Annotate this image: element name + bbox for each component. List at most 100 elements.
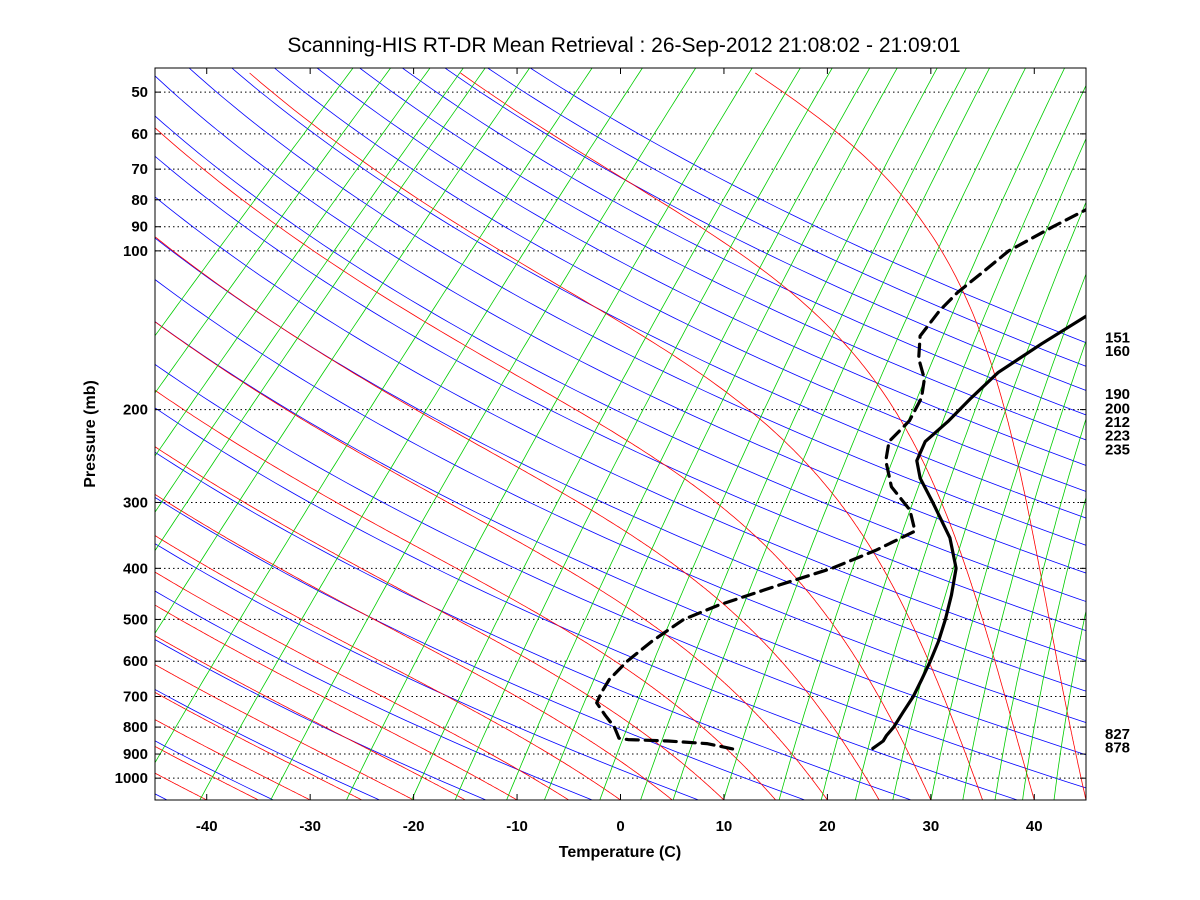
moist-adiabat-line [155, 535, 621, 800]
mixing-ratio-line [155, 68, 486, 552]
y-tick-label: 1000 [115, 770, 148, 787]
x-tick-label: 10 [716, 818, 733, 835]
y-tick-label: 90 [131, 219, 148, 236]
moist-adiabat-line [155, 604, 518, 800]
right-level-label: 190 [1105, 386, 1130, 403]
y-axis: 50 60 70 80 90 100 200 300 400 500 600 700 800 900 100… [115, 84, 1086, 787]
dry-adiabat-line [155, 639, 487, 800]
y-tick-label: 600 [123, 653, 148, 670]
dry-adiabat-line [188, 68, 1086, 546]
dry-adiabat-line [444, 68, 1086, 391]
moist-adiabat-line [155, 493, 673, 800]
moist-adiabat-line [460, 72, 1035, 800]
dry-adiabat-line [231, 68, 1086, 519]
x-tick-label: 30 [922, 818, 939, 835]
dry-adiabat-line [316, 68, 1086, 466]
mixing-ratio-line [155, 68, 530, 634]
y-tick-label: 100 [123, 243, 148, 260]
mixing-ratio-line [855, 137, 1086, 800]
x-tick-label: -30 [299, 818, 321, 835]
dry-adiabat-line [155, 407, 1018, 800]
moist-adiabat-line [155, 446, 725, 800]
moist-adiabat-line [155, 236, 880, 800]
y-tick-label: 60 [131, 126, 148, 143]
dry-adiabat-line [359, 68, 1086, 441]
right-level-label: 212 [1105, 414, 1130, 431]
moist-adiabat-line [155, 127, 932, 800]
dry-adiabat-line [155, 155, 1086, 632]
dry-adiabat-line [155, 543, 699, 800]
mixing-ratio-line [270, 68, 697, 800]
y-tick-label: 400 [123, 560, 148, 577]
y-tick-label: 50 [131, 84, 148, 101]
mixing-ratio-line [155, 68, 431, 457]
mixing-ratio-line [155, 68, 354, 337]
x-axis-label: Temperature (C) [559, 844, 681, 861]
mixing-ratio-line [962, 339, 1086, 800]
dry-adiabat-line [155, 237, 1086, 692]
y-tick-label: 500 [123, 611, 148, 628]
x-tick-label: 40 [1026, 818, 1043, 835]
y-axis-label: Pressure (mb) [82, 380, 99, 488]
dry-adiabat-line [155, 321, 1086, 756]
moist-adiabat-line [155, 635, 466, 800]
profiles [595, 207, 1086, 751]
x-axis: -40 -30 -20 -10 0 10 20 30 40 [196, 68, 1043, 835]
dewpoint-profile-line [595, 207, 1086, 751]
right-level-label: 200 [1105, 400, 1130, 417]
right-level-label: 223 [1105, 428, 1130, 445]
moist-adiabat-line [155, 746, 259, 800]
moist-adiabat-line [755, 72, 1086, 800]
dry-adiabat-line [0, 68, 61, 800]
mixing-ratio-line [994, 417, 1086, 800]
moist-adiabat-line [155, 691, 363, 800]
mixing-ratio-line [155, 68, 464, 513]
mixing-ratio-line [820, 84, 1086, 800]
dry-adiabat-line [155, 279, 1086, 723]
dry-adiabat-line [155, 115, 1086, 602]
mixing-ratio-line [506, 68, 871, 800]
right-level-label: 827 [1105, 726, 1130, 743]
mixing-ratio-line [454, 68, 833, 800]
moist-adiabat-line [249, 72, 983, 800]
mixing-ratio-line [411, 68, 801, 800]
temperature-profile-line [871, 314, 1086, 750]
dry-adiabat-line [155, 75, 1086, 574]
right-level-label: 160 [1105, 343, 1130, 360]
mixing-ratio-line [778, 68, 1065, 800]
y-tick-label: 200 [123, 402, 148, 419]
moist-adiabat-line [155, 719, 311, 800]
x-tick-label: 20 [819, 818, 836, 835]
x-tick-label: 0 [616, 818, 624, 835]
plot-background [155, 68, 1086, 800]
dry-adiabat-line [155, 590, 593, 800]
mixing-ratio-line [155, 68, 593, 764]
dry-adiabat-line [155, 196, 1086, 661]
y-tick-label: 80 [131, 192, 148, 209]
dry-adiabat-line [530, 68, 1086, 344]
x-tick-label: -10 [506, 818, 528, 835]
dry-adiabat-line [487, 68, 1086, 367]
mixing-ratio-line [672, 68, 990, 800]
mixing-ratio-line [930, 272, 1086, 800]
mixing-ratio-line [155, 68, 391, 394]
right-level-label: 878 [1105, 740, 1130, 757]
x-tick-label: -20 [403, 818, 425, 835]
dry-adiabat-line [155, 363, 1086, 789]
right-level-label: 151 [1105, 330, 1130, 347]
chart-title: Scanning-HIS RT-DR Mean Retrieval : 26-S… [287, 34, 960, 57]
mixing-ratio-line [599, 68, 938, 800]
moist-adiabat-line [155, 571, 569, 800]
dry-adiabat-line [402, 68, 1086, 416]
moist-adiabat-line [155, 664, 414, 800]
y-tick-label: 700 [123, 688, 148, 705]
dry-adiabat-line [155, 451, 912, 800]
mixing-ratio-line [1053, 608, 1086, 800]
y-tick-label: 900 [123, 746, 148, 763]
mixing-ratio-line [346, 68, 753, 800]
mixing-ratio-line [1022, 496, 1086, 800]
mixing-ratio-line [640, 68, 967, 800]
y-tick-label: 800 [123, 719, 148, 736]
